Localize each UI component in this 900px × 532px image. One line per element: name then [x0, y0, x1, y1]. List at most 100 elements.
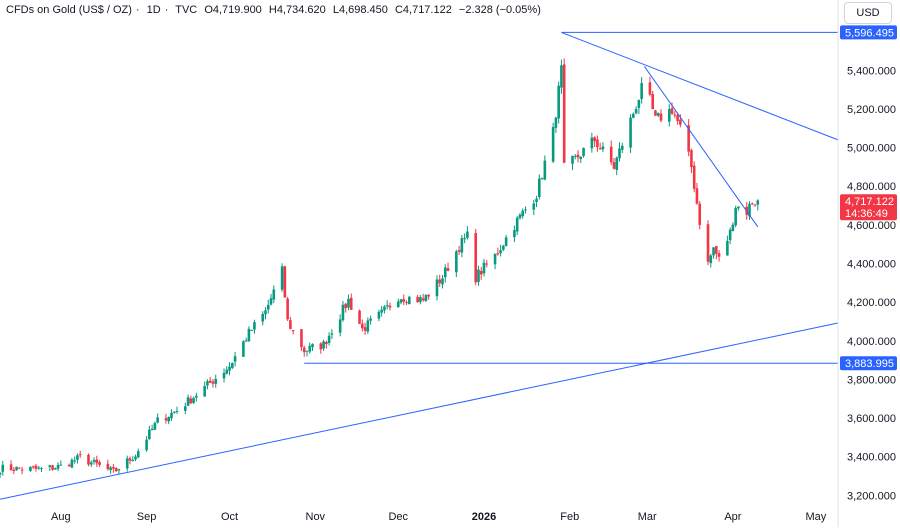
candle-body: [706, 224, 710, 262]
candle-body: [482, 262, 486, 274]
candle-body: [596, 139, 599, 148]
currency-button[interactable]: USD: [844, 2, 892, 24]
candle-body: [416, 296, 419, 303]
candle-body: [535, 198, 538, 202]
high-value: H4,734.620: [268, 4, 326, 16]
candle-body: [148, 429, 151, 440]
candle-body: [106, 463, 110, 470]
candle-body: [231, 362, 234, 368]
candle-body: [189, 398, 193, 404]
trend-lines[interactable]: [0, 31, 839, 500]
candle-body: [327, 335, 331, 343]
candle-body: [361, 323, 364, 329]
candle-body: [12, 469, 16, 472]
candle-body: [87, 454, 90, 465]
candle-body: [222, 372, 226, 379]
source-label: TVC: [175, 4, 198, 16]
candle-body: [15, 466, 18, 471]
candle-body: [261, 313, 265, 322]
candle-body: [175, 411, 179, 413]
instrument-title[interactable]: CFDs on Gold (US$ / OZ): [6, 4, 132, 16]
y-tick-label: 5,000.000: [847, 143, 896, 155]
candle-body: [109, 467, 112, 471]
candle-body: [134, 456, 137, 460]
countdown-label-text: 14:36:49: [845, 208, 888, 220]
candle-body: [0, 472, 2, 475]
candle-body: [524, 209, 527, 211]
candle-body: [579, 156, 583, 160]
candle-body: [29, 466, 32, 471]
time-axis[interactable]: Aug Sep Oct Nov Dec 2026 Feb Mar Apr May: [51, 511, 827, 523]
open-value: O4,719.900: [204, 4, 262, 16]
candle-body: [405, 302, 408, 304]
candle-body: [543, 160, 547, 180]
candle-body: [242, 341, 245, 357]
price-axis[interactable]: 5,400.000 5,200.000 5,000.000 4,800.000 4,60…: [837, 0, 896, 527]
candle-body: [634, 109, 638, 114]
interval-label[interactable]: 1D: [146, 4, 161, 16]
symbol-legend[interactable]: CFDs on Gold (US$ / OZ) · 1D · TVC O4,719.…: [6, 4, 541, 16]
candle-body: [399, 299, 403, 303]
y-tick-label: 4,200.000: [847, 297, 896, 309]
y-tick-label: 4,800.000: [847, 181, 896, 193]
x-tick-label: May: [805, 511, 826, 523]
candle-body: [305, 350, 309, 352]
candle-body: [338, 319, 342, 333]
candle-body: [554, 117, 558, 128]
candle-body: [670, 108, 674, 114]
candle-body: [18, 467, 21, 469]
candle-body: [31, 466, 35, 468]
candle-body: [715, 246, 718, 254]
candle-body: [667, 108, 671, 122]
y-tick-label: 4,600.000: [847, 220, 896, 232]
candle-body: [485, 263, 489, 265]
candle-body: [322, 341, 325, 349]
candle-body: [48, 465, 52, 467]
candle-body: [687, 125, 690, 152]
candle-body: [1, 464, 5, 472]
candle-body: [421, 298, 425, 301]
candle-body: [648, 82, 652, 95]
y-tick-label: 3,400.000: [847, 452, 896, 464]
candle-body: [695, 188, 699, 204]
candle-body: [164, 418, 168, 421]
candle-body: [150, 428, 154, 431]
candle-body: [153, 423, 157, 430]
candle-body: [709, 255, 713, 264]
y-tick-label: 3,600.000: [847, 413, 896, 425]
x-tick-label: Aug: [51, 511, 71, 523]
candle-body: [114, 468, 118, 472]
candle-body: [272, 289, 276, 300]
trend-line[interactable]: [643, 66, 759, 228]
candle-body: [446, 268, 450, 271]
candle-body: [330, 333, 334, 335]
candle-body: [56, 464, 60, 469]
trend-line[interactable]: [0, 322, 839, 500]
x-tick-label: 2026: [472, 511, 496, 523]
candle-body: [95, 459, 99, 464]
candle-body: [89, 462, 93, 465]
candle-body: [112, 466, 115, 469]
candle-body: [435, 279, 439, 297]
trend-line[interactable]: [561, 31, 839, 141]
candle-body: [280, 266, 284, 290]
candle-body: [408, 296, 411, 305]
candle-body: [463, 238, 466, 240]
candle-body: [302, 347, 306, 353]
candle-body: [184, 406, 187, 411]
candle-body: [557, 85, 560, 119]
candle-body: [402, 299, 406, 302]
candle-body: [457, 250, 461, 252]
candle-body: [167, 416, 171, 422]
candle-body: [291, 330, 295, 332]
candle-body: [225, 369, 229, 374]
candle-body: [341, 304, 345, 321]
candle-body: [170, 412, 173, 419]
close-value: C4,717.122: [394, 4, 452, 16]
candle-body: [609, 146, 613, 163]
candle-body: [637, 99, 641, 108]
candle-body: [76, 455, 79, 460]
candle-body: [206, 381, 209, 386]
